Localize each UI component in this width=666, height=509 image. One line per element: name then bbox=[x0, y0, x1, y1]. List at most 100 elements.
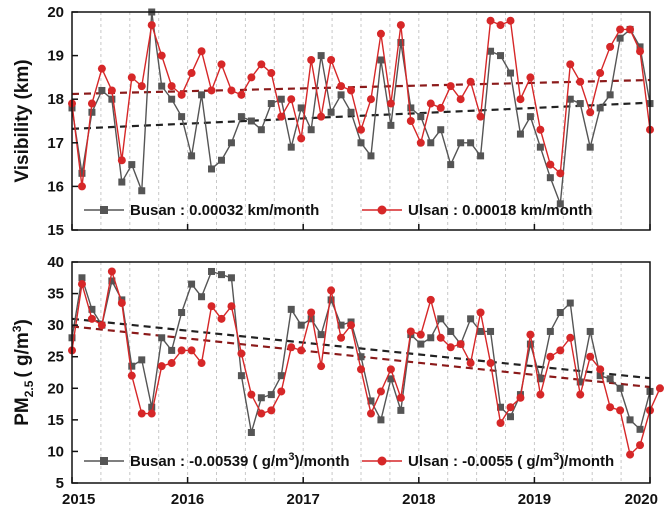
pm25-point-ulsan bbox=[366, 409, 375, 418]
pm25-y-tick-label: 10 bbox=[47, 443, 64, 460]
x-tick-label: 2017 bbox=[287, 491, 320, 508]
visibility-point-busan bbox=[347, 108, 355, 116]
pm25-point-ulsan bbox=[87, 314, 96, 323]
pm25-point-ulsan bbox=[197, 359, 206, 368]
pm25-point-ulsan bbox=[596, 365, 605, 374]
pm25-point-busan bbox=[108, 277, 116, 285]
pm25-point-busan bbox=[267, 391, 275, 399]
pm25-point-busan bbox=[198, 293, 206, 301]
visibility-point-busan bbox=[546, 174, 554, 182]
visibility-point-ulsan bbox=[237, 90, 246, 99]
pm25-point-busan bbox=[636, 425, 644, 433]
panel-pm25-ylabel: PM2.5 ( g/m3) bbox=[10, 319, 36, 426]
pm25-point-busan bbox=[367, 397, 375, 405]
visibility-point-ulsan bbox=[297, 134, 306, 143]
pm25-point-ulsan bbox=[655, 384, 664, 393]
visibility-point-busan bbox=[178, 113, 186, 121]
pm25-point-busan bbox=[596, 372, 604, 380]
visibility-point-busan bbox=[297, 104, 305, 112]
pm25-point-ulsan bbox=[506, 403, 515, 412]
pm25-point-ulsan bbox=[77, 280, 86, 289]
pm25-point-ulsan bbox=[426, 295, 435, 304]
pm25-ylabel-unit-close: ) bbox=[12, 319, 33, 325]
visibility-point-busan bbox=[576, 100, 584, 108]
pm25-legend-marker bbox=[377, 456, 387, 466]
visibility-point-ulsan bbox=[117, 156, 126, 165]
pm25-point-busan bbox=[506, 413, 514, 421]
visibility-legend-marker bbox=[377, 205, 387, 215]
visibility-point-busan bbox=[78, 169, 86, 177]
pm25-point-ulsan bbox=[536, 390, 545, 399]
visibility-point-busan bbox=[407, 104, 415, 112]
visibility-point-busan bbox=[108, 95, 116, 103]
pm25-point-ulsan bbox=[496, 419, 505, 428]
panel-visibility-ylabel: Visibility (km) bbox=[12, 59, 33, 182]
panel-visibility-frame bbox=[71, 11, 651, 231]
pm25-point-busan bbox=[357, 353, 365, 361]
visibility-point-ulsan bbox=[526, 73, 535, 82]
pm25-point-ulsan bbox=[167, 359, 176, 368]
visibility-point-ulsan bbox=[207, 86, 216, 95]
visibility-point-busan bbox=[417, 113, 425, 121]
visibility-point-busan bbox=[257, 126, 265, 134]
visibility-point-ulsan bbox=[596, 69, 605, 78]
visibility-point-busan bbox=[367, 152, 375, 160]
pm25-point-busan bbox=[287, 305, 295, 313]
visibility-point-busan bbox=[317, 52, 325, 60]
panel-pm25-series bbox=[68, 267, 664, 459]
pm25-point-ulsan bbox=[347, 321, 356, 330]
pm25-point-busan bbox=[467, 315, 475, 323]
visibility-point-busan bbox=[516, 130, 524, 138]
pm25-point-ulsan bbox=[636, 441, 645, 450]
pm25-point-ulsan bbox=[406, 327, 415, 336]
pm25-legend-marker bbox=[100, 457, 108, 465]
visibility-point-ulsan bbox=[147, 21, 156, 30]
visibility-point-busan bbox=[337, 91, 345, 99]
pm25-point-busan bbox=[138, 356, 146, 364]
pm25-point-ulsan bbox=[386, 365, 395, 374]
visibility-point-busan bbox=[168, 95, 176, 103]
visibility-point-busan bbox=[487, 47, 495, 55]
visibility-point-busan bbox=[477, 152, 485, 160]
pm25-point-ulsan bbox=[556, 346, 565, 355]
pm25-point-busan bbox=[208, 267, 216, 275]
visibility-point-ulsan bbox=[187, 69, 196, 78]
pm25-point-busan bbox=[217, 271, 225, 279]
visibility-point-ulsan bbox=[217, 60, 226, 69]
visibility-point-ulsan bbox=[107, 86, 116, 95]
pm25-point-busan bbox=[626, 416, 634, 424]
pm25-point-busan bbox=[148, 403, 156, 411]
visibility-y-tick-label: 19 bbox=[47, 48, 64, 65]
pm25-ylabel-main: PM bbox=[12, 397, 33, 426]
pm25-point-busan bbox=[377, 416, 385, 424]
visibility-point-ulsan bbox=[416, 138, 425, 147]
visibility-y-tick-label: 16 bbox=[47, 178, 64, 195]
pm25-legend-label-ulsan: Ulsan : -0.0055 ( g/m3)/month bbox=[408, 451, 614, 470]
visibility-point-ulsan bbox=[267, 69, 276, 78]
visibility-point-ulsan bbox=[317, 112, 326, 121]
visibility-point-busan bbox=[506, 69, 514, 77]
visibility-point-ulsan bbox=[197, 47, 206, 56]
pm25-point-ulsan bbox=[287, 343, 296, 352]
visibility-point-ulsan bbox=[576, 77, 585, 86]
panel-visibility: 15 16 17 18 19 20 Visibility (km) Busan : 0.0… bbox=[12, 4, 654, 239]
visibility-point-ulsan bbox=[456, 95, 465, 104]
pm25-point-busan bbox=[158, 334, 166, 342]
pm25-point-ulsan bbox=[147, 409, 156, 418]
pm25-point-busan bbox=[257, 394, 265, 402]
panel-visibility-grid bbox=[100, 12, 622, 230]
pm25-point-ulsan bbox=[307, 308, 316, 317]
pm25-point-ulsan bbox=[257, 409, 266, 418]
pm25-point-busan bbox=[447, 327, 455, 335]
pm25-point-busan bbox=[417, 340, 425, 348]
x-tick-label: 2016 bbox=[171, 491, 204, 508]
pm25-point-ulsan bbox=[317, 362, 326, 371]
visibility-point-busan bbox=[566, 95, 574, 103]
pm25-point-ulsan bbox=[606, 403, 615, 412]
visibility-point-busan bbox=[536, 143, 544, 151]
x-tick-label: 2020 bbox=[625, 491, 658, 508]
pm25-point-busan bbox=[247, 428, 255, 436]
panel-pm25-ticks: 5 10 15 20 25 30 35 40 bbox=[47, 254, 651, 492]
visibility-point-busan bbox=[457, 139, 465, 147]
x-tick-label: 2019 bbox=[518, 491, 551, 508]
